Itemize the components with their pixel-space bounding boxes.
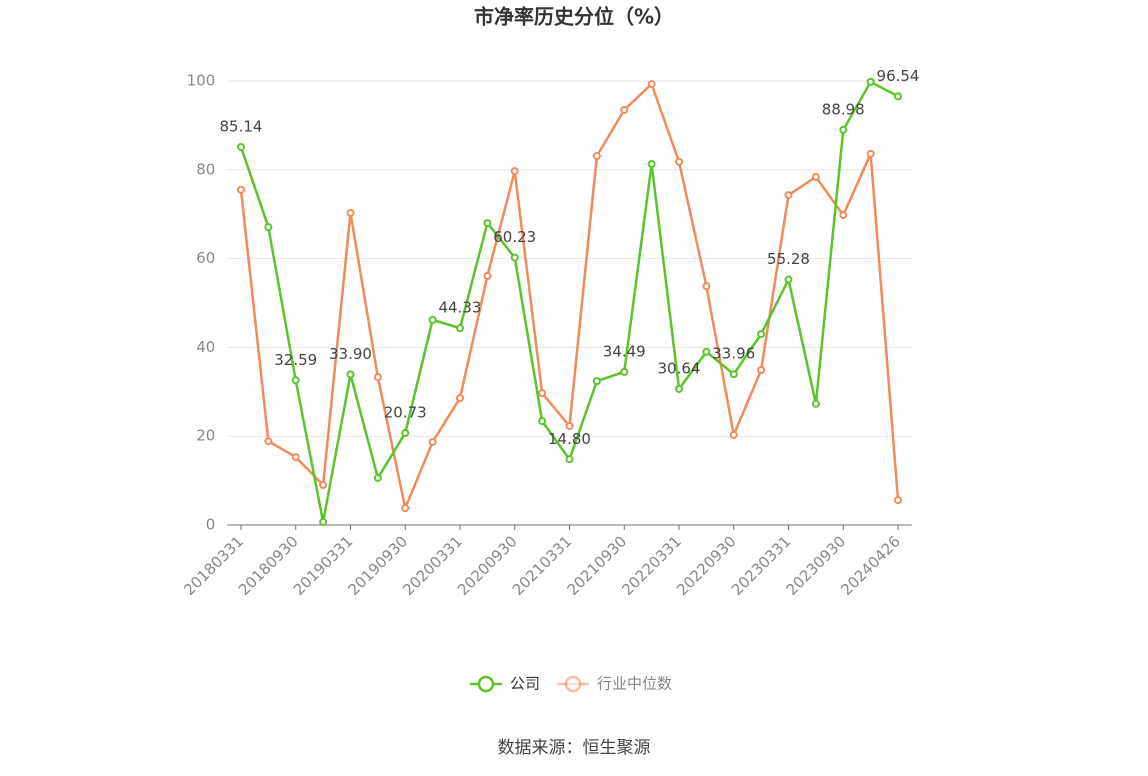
data-point xyxy=(647,80,656,89)
legend-item[interactable]: 行业中位数 xyxy=(557,675,672,693)
legend-swatch xyxy=(564,675,582,693)
data-point xyxy=(811,399,820,408)
data-point xyxy=(236,142,245,151)
data-label: 32.59 xyxy=(274,351,317,369)
data-point xyxy=(592,377,601,386)
data-point xyxy=(538,417,547,426)
data-point xyxy=(428,437,437,446)
data-point xyxy=(455,324,464,333)
data-point xyxy=(757,366,766,375)
data-point xyxy=(346,370,355,379)
data-point xyxy=(291,376,300,385)
data-label: 88.98 xyxy=(822,100,865,118)
data-point xyxy=(373,473,382,482)
data-point xyxy=(866,149,875,158)
data-point xyxy=(538,389,547,398)
data-point xyxy=(346,208,355,217)
data-label: 30.64 xyxy=(658,359,701,377)
y-tick-label: 20 xyxy=(196,427,215,445)
data-label: 55.28 xyxy=(767,250,810,268)
y-tick-label: 100 xyxy=(187,72,216,90)
data-point xyxy=(373,373,382,382)
data-point xyxy=(455,394,464,403)
data-point xyxy=(565,455,574,464)
data-point xyxy=(319,517,328,526)
data-point xyxy=(592,152,601,161)
data-label: 96.54 xyxy=(877,67,920,85)
data-point xyxy=(319,481,328,490)
data-point xyxy=(236,185,245,194)
data-point xyxy=(784,191,793,200)
data-point xyxy=(675,384,684,393)
data-point xyxy=(483,271,492,280)
data-point xyxy=(291,453,300,462)
data-label: 33.90 xyxy=(329,345,372,363)
data-point xyxy=(401,428,410,437)
data-label: 85.14 xyxy=(220,117,263,135)
data-point xyxy=(757,330,766,339)
data-point xyxy=(675,157,684,166)
data-label: 33.96 xyxy=(712,345,755,363)
data-label: 34.49 xyxy=(603,342,646,360)
data-point xyxy=(483,219,492,228)
data-point xyxy=(894,496,903,505)
data-point xyxy=(839,125,848,134)
legend-item[interactable]: 公司 xyxy=(470,675,540,693)
data-point xyxy=(620,367,629,376)
y-tick-label: 60 xyxy=(196,249,215,267)
data-point xyxy=(620,105,629,114)
source-note: 数据来源：恒生聚源 xyxy=(498,738,651,758)
data-point xyxy=(839,211,848,220)
data-point xyxy=(866,77,875,86)
x-tick-label: 20240426 xyxy=(837,532,904,599)
data-label: 44.33 xyxy=(439,299,482,317)
y-tick-label: 80 xyxy=(196,160,215,178)
data-point xyxy=(264,223,273,232)
data-point xyxy=(510,253,519,262)
data-point xyxy=(729,430,738,439)
data-point xyxy=(702,347,711,356)
data-point xyxy=(264,437,273,446)
data-point xyxy=(428,315,437,324)
data-label: 14.80 xyxy=(548,430,591,448)
data-point xyxy=(702,282,711,291)
data-point xyxy=(401,504,410,513)
data-label: 60.23 xyxy=(493,228,536,246)
y-tick-label: 40 xyxy=(196,338,215,356)
data-point xyxy=(784,275,793,284)
data-point xyxy=(647,160,656,169)
data-point xyxy=(510,167,519,176)
legend-swatch xyxy=(477,675,495,693)
data-point xyxy=(894,92,903,101)
data-point xyxy=(565,421,574,430)
data-point xyxy=(811,172,820,181)
legend-label: 行业中位数 xyxy=(597,675,672,693)
chart-title: 市净率历史分位（%） xyxy=(474,5,674,29)
data-label: 20.73 xyxy=(384,403,427,421)
legend-label: 公司 xyxy=(510,675,540,693)
y-tick-label: 0 xyxy=(206,516,216,534)
data-point xyxy=(729,370,738,379)
